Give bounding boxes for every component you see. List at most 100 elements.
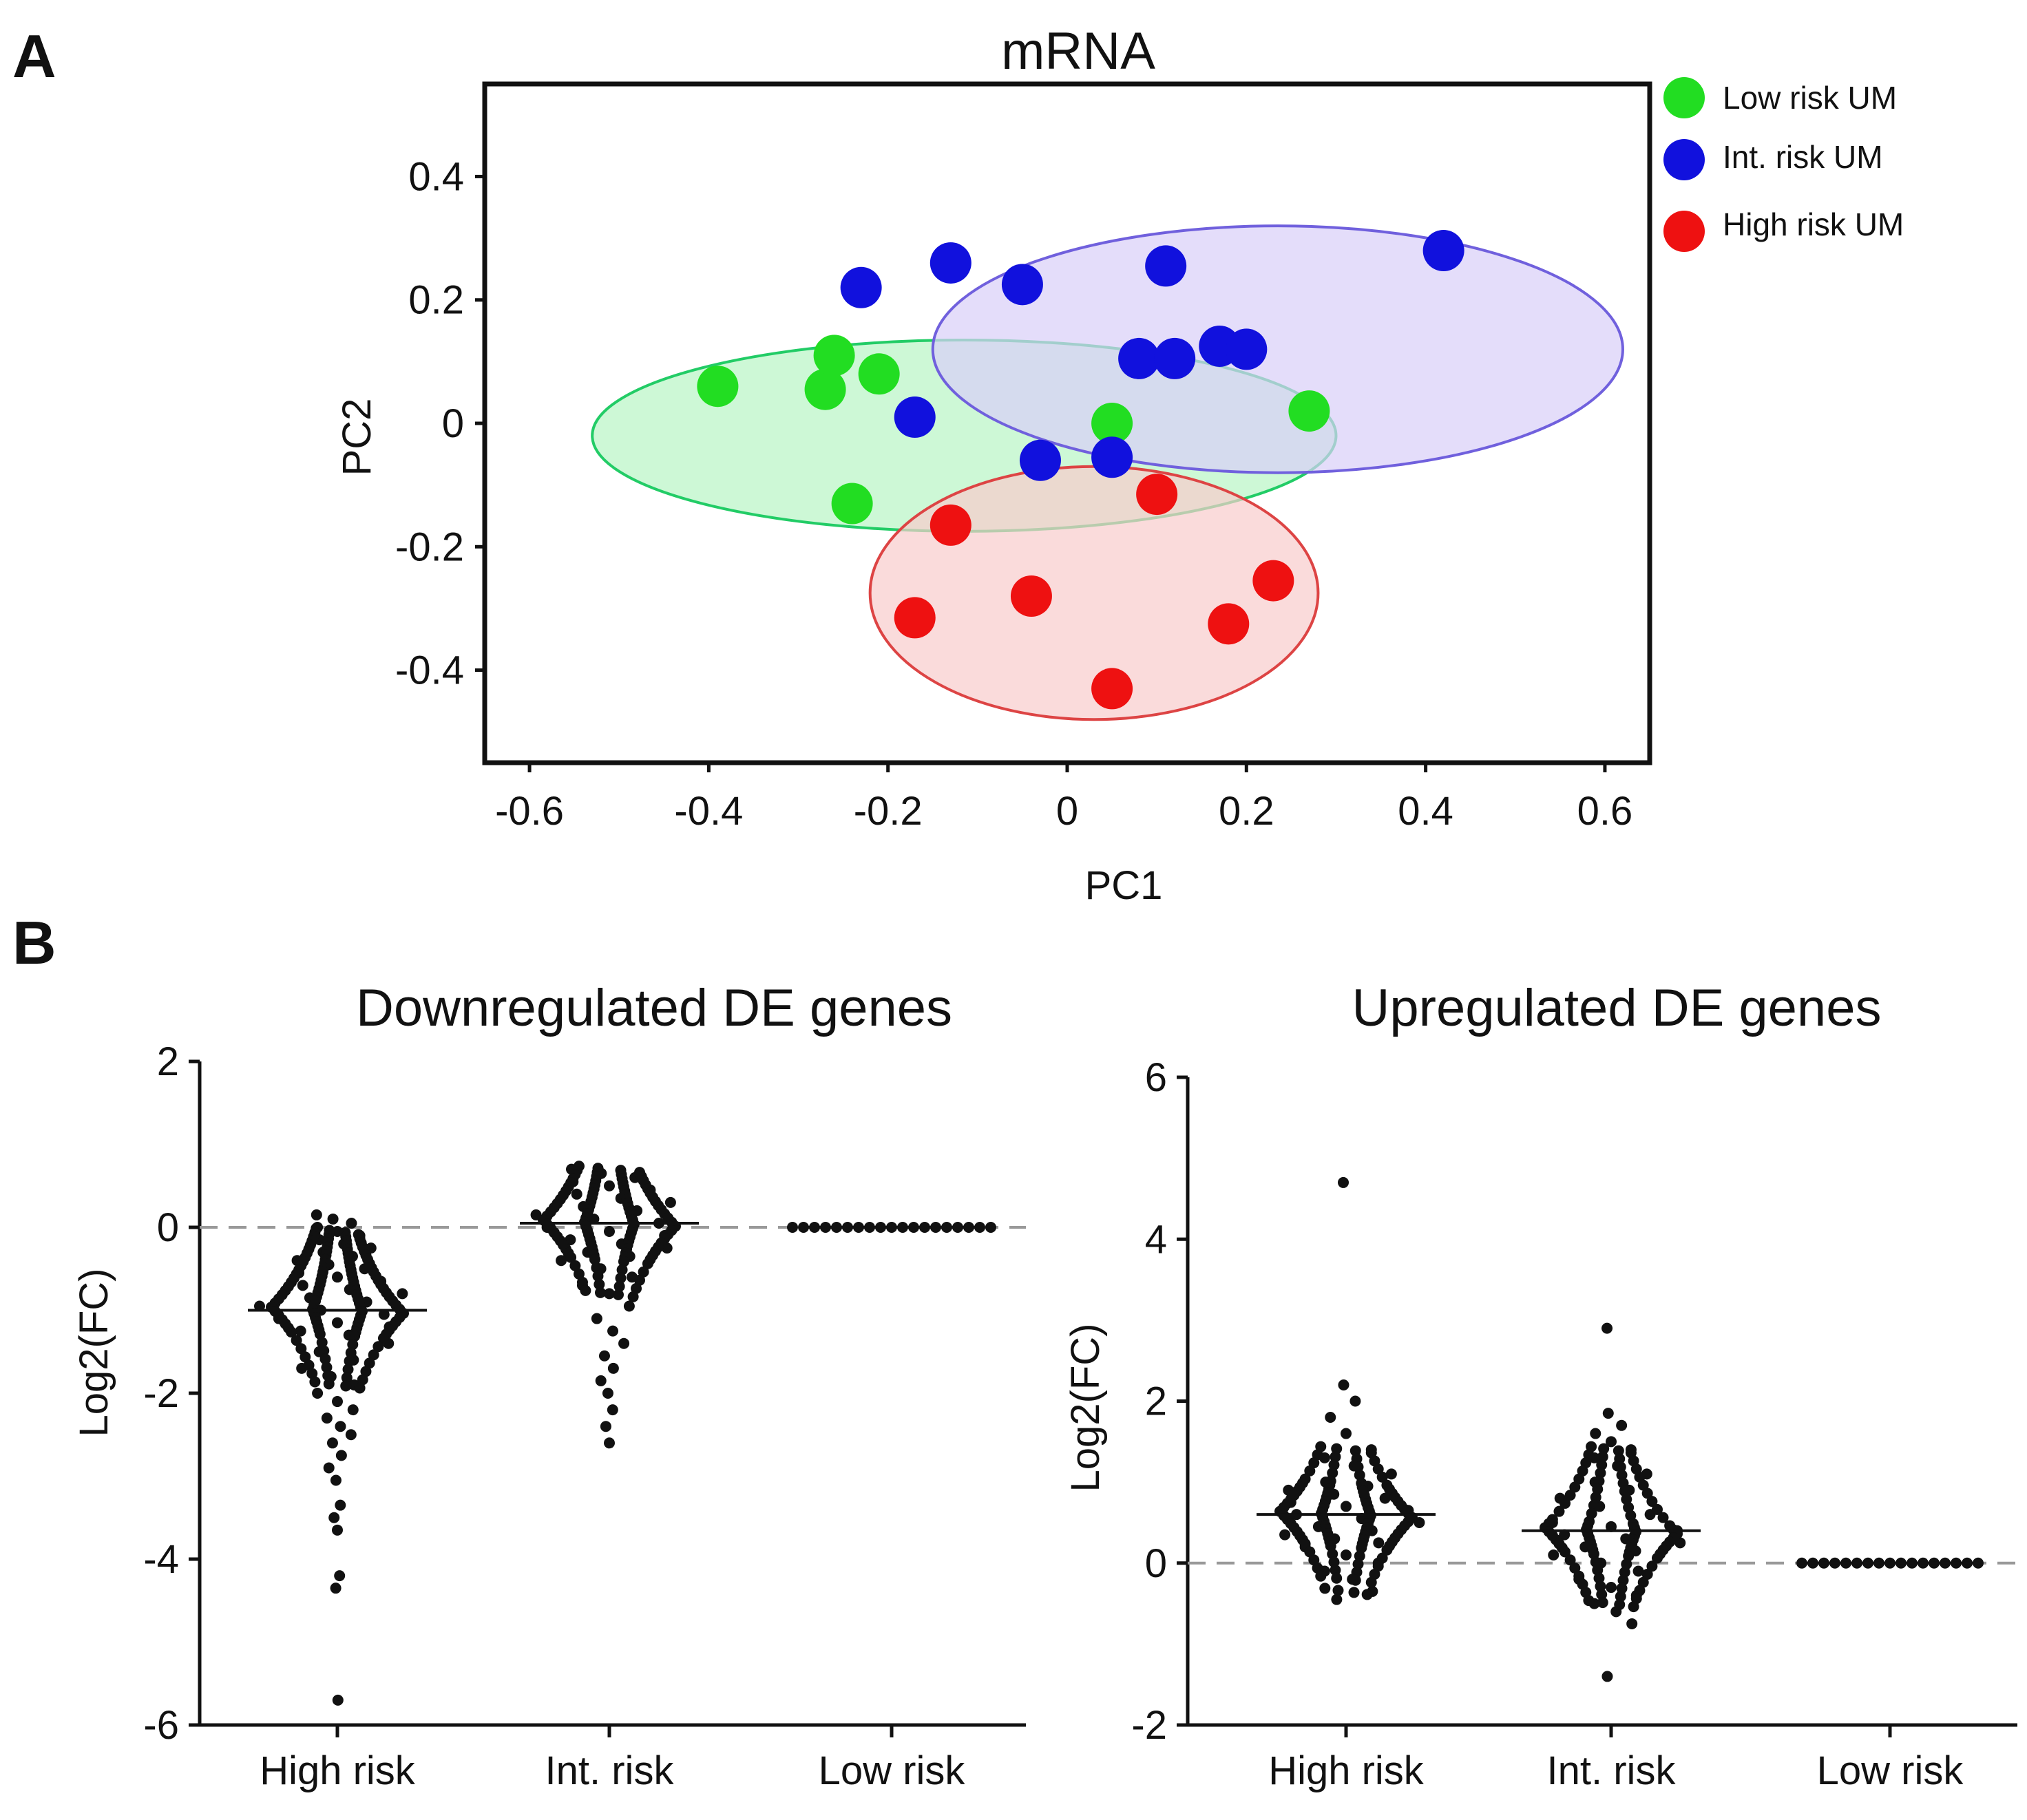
point-low-risk-um-4 [1091, 403, 1133, 444]
point-int-risk-dense-27-2 [1615, 1591, 1626, 1602]
y-tick-label: 0 [442, 401, 464, 446]
x-tick-label: 0.4 [1398, 789, 1453, 834]
point-low-risk-um-3 [858, 353, 900, 395]
point-high-risk-dense-32-2 [344, 1355, 355, 1367]
y-tick-label: 4 [1145, 1217, 1167, 1262]
y-tick-label: 2 [157, 1039, 179, 1084]
panel-label-b: B [12, 909, 56, 977]
point-int-risk-dense-23-3 [1646, 1560, 1658, 1572]
point-high-risk-um-0 [1136, 474, 1178, 516]
point-int-risk-dense-12-0 [1559, 1497, 1571, 1509]
point-high-risk-dense-25-3 [1381, 1544, 1393, 1556]
point-high-risk-50 [330, 1583, 342, 1594]
point-int-risk-dense-26-1 [1595, 1580, 1606, 1592]
point-low-risk-um-6 [831, 483, 873, 525]
y-tick-label: -0.4 [395, 648, 464, 693]
point-high-risk-28 [295, 1325, 306, 1337]
point-int-risk-27 [623, 1300, 635, 1312]
point-high-risk-dense-29-2 [1349, 1574, 1361, 1586]
point-int-risk-dense-5-1 [1598, 1443, 1610, 1454]
point-int-risk-dense-7-2 [1615, 1461, 1626, 1473]
point-high-risk-dense-34-3 [357, 1374, 368, 1386]
point-high-risk-dense-6-1 [1330, 1451, 1341, 1463]
point-int-risk-dense-10-0 [1569, 1481, 1581, 1493]
point-int-risk-dense-24-3 [1641, 1569, 1653, 1580]
point-int-risk-um-5 [1118, 337, 1160, 379]
point-high-risk-8 [1385, 1468, 1397, 1480]
point-low-risk-18 [985, 1222, 996, 1233]
point-int-risk-dense-22-3 [642, 1258, 653, 1269]
point-high-risk-dense-29-1 [1331, 1572, 1343, 1584]
point-high-risk-dense-30-3 [372, 1341, 384, 1353]
point-high-risk-dense-5-2 [1349, 1445, 1361, 1457]
point-high-risk-dense-29-2 [349, 1331, 361, 1342]
x-tick-label-high-risk: High risk [1268, 1748, 1425, 1793]
point-int-risk-dense-8-1 [1595, 1467, 1606, 1479]
point-high-risk-um-5 [1208, 603, 1250, 645]
point-high-risk-um-2 [894, 597, 936, 639]
point-int-risk-dense-25-0 [576, 1276, 588, 1288]
point-int-risk-35 [607, 1404, 618, 1416]
point-high-risk-dense-29-0 [1315, 1570, 1327, 1582]
point-int-risk-dense-23-0 [1564, 1554, 1576, 1566]
point-high-risk-37 [332, 1396, 343, 1408]
point-high-risk-2 [1349, 1395, 1361, 1407]
point-int-risk-dense-25-1 [594, 1278, 605, 1290]
upregulated-chart: Upregulated DE genes Log2(FC) 6 4 2 0 -2 High… [1063, 979, 2017, 1793]
point-high-risk-dense-29-3 [377, 1333, 389, 1344]
point-high-risk-3 [1325, 1412, 1336, 1424]
point-int-risk-dense-11-0 [1564, 1490, 1576, 1501]
point-high-risk-1 [1338, 1379, 1349, 1390]
point-high-risk-dense-35-3 [354, 1382, 366, 1394]
point-int-risk-4 [604, 1180, 615, 1192]
panel-label-a: A [12, 22, 56, 90]
point-high-risk-dense-33-2 [342, 1364, 354, 1375]
point-int-risk-24 [1632, 1565, 1644, 1577]
point-high-risk-dense-30-3 [1361, 1589, 1373, 1600]
point-high-risk-dense-31-3 [368, 1349, 379, 1361]
point-high-risk-dense-26-3 [1376, 1552, 1388, 1564]
point-high-risk-2 [346, 1217, 357, 1229]
point-high-risk-dense-25-0 [1299, 1538, 1311, 1549]
point-high-risk-47 [328, 1512, 340, 1523]
point-int-risk-um-6 [1154, 337, 1196, 379]
pca-x-ticks: -0.6 -0.4 -0.2 0 0.2 0.4 0.6 [495, 763, 1632, 834]
point-int-risk-dense-26-1 [595, 1287, 607, 1298]
point-high-risk-46 [335, 1499, 346, 1511]
point-low-risk-um-5 [1288, 390, 1330, 432]
point-high-risk-38 [347, 1404, 359, 1416]
x-tick-label-int-risk: Int. risk [545, 1748, 675, 1793]
y-tick-label: -6 [143, 1703, 179, 1748]
point-int-risk-36 [600, 1421, 611, 1432]
point-int-risk-dense-28-3 [1628, 1601, 1639, 1613]
point-low-risk-um-2 [813, 335, 855, 377]
pca-legend: Low risk UM Int. risk UM High risk UM [1663, 77, 1904, 252]
x-tick-label: 0.2 [1219, 789, 1274, 834]
point-int-risk-dense-28-1 [1597, 1597, 1608, 1609]
point-int-risk-15 [604, 1226, 615, 1238]
y-tick-label: -2 [1131, 1703, 1167, 1748]
point-high-risk-dense-31-1 [318, 1345, 330, 1357]
y-tick-label: -4 [143, 1537, 179, 1582]
point-int-risk-dense-25-3 [631, 1282, 642, 1294]
point-high-risk-dense-33-3 [360, 1366, 372, 1377]
point-int-risk-dense-25-1 [1593, 1572, 1605, 1584]
point-high-risk-dense-8-3 [1376, 1471, 1388, 1483]
point-high-risk-26 [332, 1317, 343, 1329]
point-int-risk-32 [607, 1362, 619, 1374]
pca-y-axis-label: PC2 [335, 399, 379, 476]
legend-label-int-risk: Int. risk UM [1723, 139, 1883, 175]
point-int-risk-dense-26-0 [580, 1284, 591, 1296]
point-high-risk-dense-27-1 [1328, 1556, 1340, 1568]
point-int-risk-29 [607, 1325, 619, 1337]
point-int-risk-4 [1606, 1436, 1617, 1448]
point-int-risk-dense-10-3 [1641, 1488, 1653, 1499]
point-int-risk-dense-12-3 [1651, 1503, 1663, 1515]
point-int-risk-dense-24-0 [573, 1268, 585, 1280]
point-high-risk-40 [335, 1421, 346, 1432]
point-low-risk-um-1 [804, 368, 846, 410]
point-int-risk-26 [604, 1288, 615, 1300]
point-int-risk-30 [1626, 1618, 1638, 1629]
point-int-risk-dense-9-0 [1573, 1473, 1585, 1485]
